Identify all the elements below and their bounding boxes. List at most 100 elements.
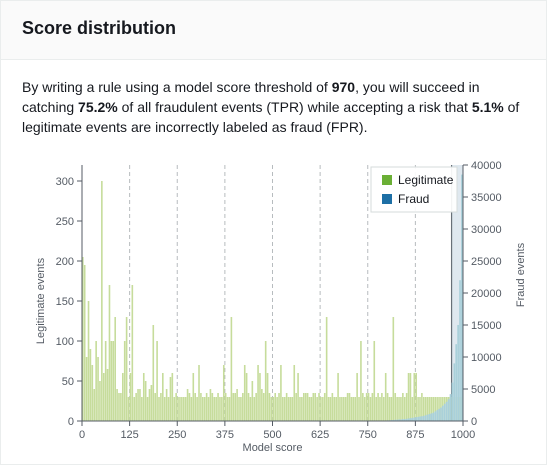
legitimate-bar <box>346 393 349 421</box>
legitimate-bar <box>236 389 238 421</box>
legitimate-bar <box>278 393 280 421</box>
legitimate-bar <box>85 357 88 421</box>
legitimate-bar <box>310 397 313 421</box>
fraud-bar <box>396 419 399 421</box>
legitimate-bar <box>302 393 305 421</box>
legitimate-bar <box>177 397 179 421</box>
legitimate-bar <box>432 397 435 421</box>
legitimate-bar <box>169 377 172 421</box>
fraud-bar <box>440 407 442 421</box>
fraud-bar <box>422 415 425 421</box>
legitimate-bar <box>335 397 337 421</box>
legitimate-bar <box>238 397 240 421</box>
y-tick-label-right: 10000 <box>471 352 502 364</box>
legitimate-bar <box>213 397 216 421</box>
legitimate-bar <box>175 393 177 421</box>
fraud-bar <box>442 405 444 421</box>
legitimate-bar <box>327 397 330 421</box>
legitimate-bar <box>285 393 288 421</box>
fraud-bar <box>438 408 440 421</box>
legitimate-bar <box>226 397 229 421</box>
legitimate-bar <box>190 397 193 421</box>
legitimate-bar <box>114 317 116 421</box>
legitimate-bar <box>203 397 206 421</box>
legitimate-bar <box>219 397 221 421</box>
legitimate-bar <box>221 397 223 421</box>
legitimate-bar <box>362 393 364 421</box>
fraud-bar <box>415 417 418 421</box>
legitimate-bar <box>306 393 309 421</box>
fraud-bar <box>430 413 433 421</box>
fraud-bar <box>434 411 437 421</box>
legitimate-bar <box>356 373 358 421</box>
legitimate-bar <box>422 397 425 421</box>
panel-header: Score distribution <box>1 1 546 60</box>
legitimate-bar <box>390 397 393 421</box>
legitimate-bar <box>154 393 156 421</box>
legitimate-bar <box>367 393 370 421</box>
legend-swatch-fraud <box>382 194 392 204</box>
legitimate-bar <box>400 397 402 421</box>
legitimate-bar <box>224 393 227 421</box>
x-tick-label: 875 <box>406 429 424 441</box>
legitimate-bar <box>386 393 389 421</box>
legitimate-bar <box>200 393 202 421</box>
legitimate-bar <box>358 397 360 421</box>
fraud-bar <box>426 414 429 421</box>
legitimate-bar <box>182 397 185 421</box>
legitimate-bar <box>434 397 437 421</box>
summary-part-4: of legitimate events are incorrectly lab… <box>22 99 520 135</box>
fraud-bar <box>455 344 458 421</box>
x-axis-title: Model score <box>243 442 303 454</box>
legend-label-fraud: Fraud <box>398 192 429 206</box>
legitimate-bar <box>283 397 286 421</box>
y-tick-label-left: 150 <box>56 296 74 308</box>
legitimate-bar <box>133 397 136 421</box>
legitimate-bar <box>139 389 141 421</box>
legitimate-bar <box>291 397 294 421</box>
legitimate-bar <box>272 397 275 421</box>
legitimate-bar <box>217 393 219 421</box>
legitimate-bar <box>417 397 419 421</box>
legitimate-bar <box>188 393 191 421</box>
legitimate-bar <box>379 397 381 421</box>
y-tick-label-right: 5000 <box>471 384 495 396</box>
legitimate-bar <box>116 389 118 421</box>
legitimate-bar <box>184 397 187 421</box>
legitimate-bar <box>194 393 196 421</box>
fraud-bar <box>419 416 421 421</box>
legitimate-bar <box>308 397 311 421</box>
legitimate-bar <box>411 397 414 421</box>
legitimate-bar <box>234 393 237 421</box>
fraud-bar <box>428 413 431 421</box>
summary-text: By writing a rule using a model score th… <box>22 77 532 137</box>
legitimate-bar <box>415 373 417 421</box>
y-tick-label-left: 50 <box>62 376 74 388</box>
x-tick-label: 625 <box>311 429 329 441</box>
legend-label-legitimate: Legitimate <box>398 173 454 187</box>
legitimate-bar <box>179 397 181 421</box>
fraud-bar <box>400 419 402 421</box>
legitimate-bar <box>348 393 351 421</box>
legitimate-bar <box>381 393 383 421</box>
legitimate-bar <box>165 389 168 421</box>
legitimate-bar <box>192 373 195 421</box>
legitimate-bar <box>125 317 128 421</box>
legitimate-bar <box>301 397 303 421</box>
legitimate-bar <box>344 397 347 421</box>
legitimate-bar <box>375 397 377 421</box>
legitimate-bar <box>297 373 299 421</box>
legitimate-bar <box>209 389 212 421</box>
legitimate-bar <box>83 265 86 421</box>
legitimate-bar <box>369 397 372 421</box>
legitimate-bar <box>255 393 257 421</box>
legitimate-bar <box>331 393 334 421</box>
tpr-value: 75.2% <box>78 99 118 115</box>
fraud-bar <box>457 325 459 421</box>
legitimate-bar <box>106 369 109 421</box>
fraud-bar <box>394 419 397 421</box>
fraud-bar <box>461 174 463 421</box>
summary-part-2: , you will succeed in catching <box>22 79 480 115</box>
legitimate-bar <box>122 373 124 421</box>
